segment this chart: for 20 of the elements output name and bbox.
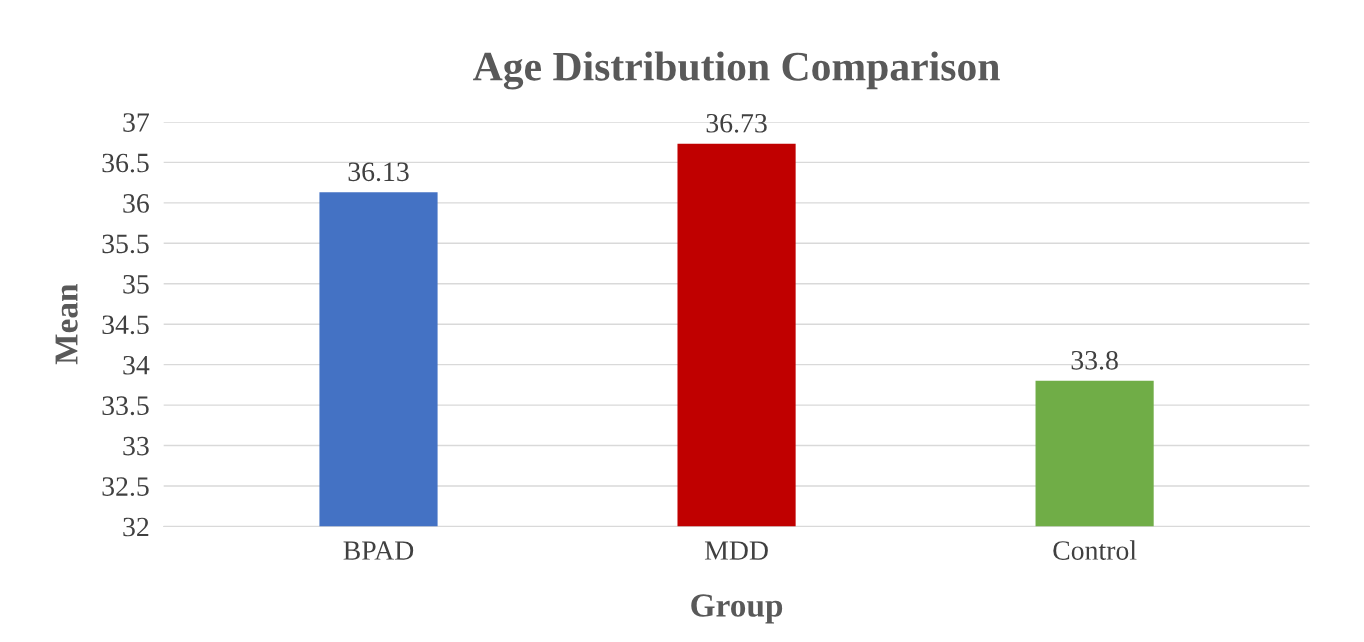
y-tick-label: 34.5 [102, 315, 149, 335]
chart-title: Age Distribution Comparison [473, 51, 1000, 90]
y-tick-label: 36 [123, 194, 149, 213]
y-tick-label: 34 [123, 355, 150, 375]
data-label: 36.73 [706, 113, 767, 133]
y-tick-label: 32 [123, 517, 149, 537]
y-tick-label: 37 [123, 113, 149, 132]
y-tick-label: 36.5 [102, 153, 149, 173]
y-tick-label: 32.5 [102, 477, 149, 497]
x-tick-label: MDD [704, 541, 768, 560]
y-tick-label: 35.5 [102, 234, 149, 254]
data-label: 33.8 [1071, 350, 1118, 370]
y-axis-title: Mean [55, 283, 78, 365]
y-tick-label: 33.5 [102, 396, 149, 416]
y-tick-label: 35 [123, 275, 149, 294]
y-tick-label: 33 [123, 436, 149, 456]
x-tick-label: BPAD [343, 541, 414, 560]
data-label: 36.13 [348, 162, 409, 182]
x-axis-title: Group [691, 594, 783, 624]
x-tick-label: Control [1053, 540, 1137, 560]
